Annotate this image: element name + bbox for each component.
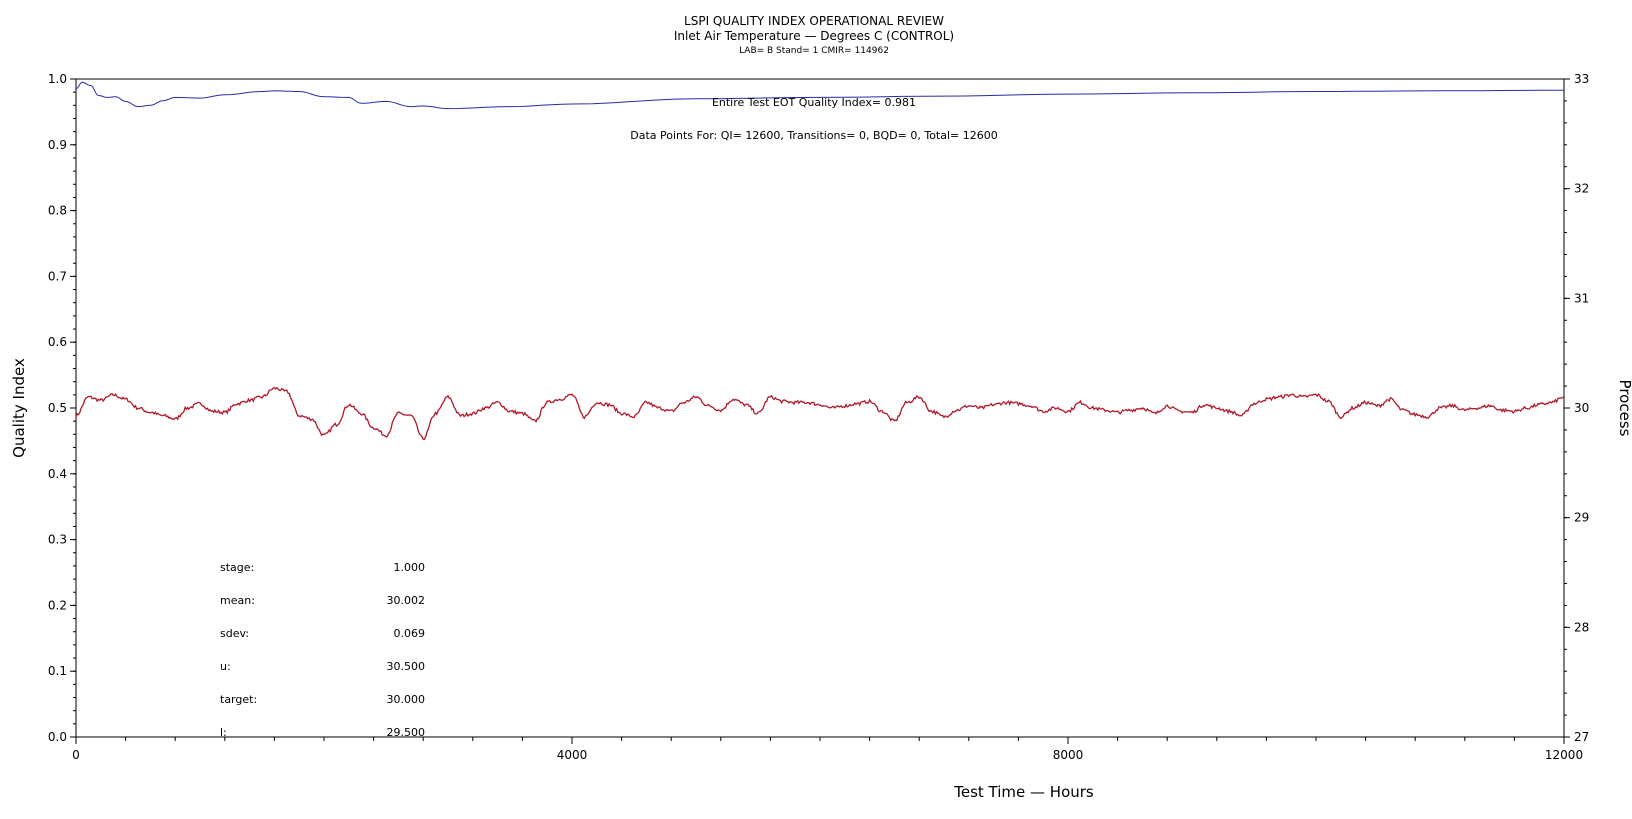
stat-value: 1.000 bbox=[394, 561, 426, 574]
y-left-tick-label: 0.1 bbox=[48, 664, 67, 678]
stat-label: target: bbox=[220, 693, 257, 706]
stat-label: sdev: bbox=[220, 627, 249, 640]
process-series-line bbox=[75, 386, 1565, 441]
x-tick-label: 12000 bbox=[1545, 748, 1583, 762]
y-left-tick-label: 0.9 bbox=[48, 138, 67, 152]
x-tick-label: 4000 bbox=[557, 748, 588, 762]
stat-value: 30.002 bbox=[387, 594, 426, 607]
stats-box: stage: 1.000 mean: 30.002 sdev: 0.069 u: 30.500… bbox=[220, 561, 425, 739]
stat-value: 30.000 bbox=[387, 693, 426, 706]
y-right-tick-label: 27 bbox=[1574, 730, 1589, 744]
y-left-tick-label: 0.7 bbox=[48, 269, 67, 283]
chart-titles: LSPI QUALITY INDEX OPERATIONAL REVIEW In… bbox=[674, 14, 954, 56]
stat-value: 29.500 bbox=[387, 726, 426, 739]
x-tick-label: 0 bbox=[72, 748, 80, 762]
plot-frame bbox=[75, 78, 1565, 738]
y-right-tick-label: 31 bbox=[1574, 291, 1589, 305]
x-tick-label: 8000 bbox=[1053, 748, 1084, 762]
y-right-tick-label: 33 bbox=[1574, 72, 1589, 86]
stat-label: u: bbox=[220, 660, 231, 673]
y-left-tick-label: 0.4 bbox=[48, 467, 67, 481]
stat-value: 30.500 bbox=[387, 660, 426, 673]
chart-subtitle: Inlet Air Temperature — Degrees C (CONTR… bbox=[674, 29, 954, 43]
left-axis: 0.0 0.1 0.2 0.3 0.4 0.5 0.6 0.7 0.8 0.9 1.0 bbox=[48, 72, 76, 744]
x-axis-label: Test Time — Hours bbox=[953, 783, 1094, 801]
quality-index-series-line bbox=[75, 81, 1564, 110]
y-left-tick-label: 0.0 bbox=[48, 730, 67, 744]
y-right-tick-label: 29 bbox=[1574, 511, 1589, 525]
y-left-tick-label: 0.8 bbox=[48, 204, 67, 218]
y-right-tick-label: 28 bbox=[1574, 620, 1589, 634]
quality-index-annotation: Entire Test EOT Quality Index= 0.981 bbox=[712, 96, 916, 109]
right-axis: 27 28 29 30 31 32 33 bbox=[1564, 72, 1589, 744]
y-left-tick-label: 0.6 bbox=[48, 335, 67, 349]
y-right-tick-label: 32 bbox=[1574, 182, 1589, 196]
chart-title: LSPI QUALITY INDEX OPERATIONAL REVIEW bbox=[684, 14, 944, 28]
y-left-tick-label: 0.5 bbox=[48, 401, 67, 415]
x-axis: 0 4000 8000 12000 bbox=[72, 737, 1583, 762]
y-left-tick-label: 0.3 bbox=[48, 533, 67, 547]
stat-label: stage: bbox=[220, 561, 254, 574]
stat-label: mean: bbox=[220, 594, 255, 607]
stat-value: 0.069 bbox=[394, 627, 426, 640]
y-axis-right-label: Process bbox=[1616, 380, 1632, 437]
y-left-tick-label: 0.2 bbox=[48, 598, 67, 612]
chart-subtitle-lab: LAB= B Stand= 1 CMIR= 114962 bbox=[739, 46, 889, 56]
data-points-annotation: Data Points For: QI= 12600, Transitions=… bbox=[630, 129, 998, 142]
y-left-tick-label: 1.0 bbox=[48, 72, 67, 86]
stat-label: l: bbox=[220, 726, 227, 739]
series-layer bbox=[75, 81, 1565, 441]
y-right-tick-label: 30 bbox=[1574, 401, 1589, 415]
y-axis-left-label: Quality Index bbox=[10, 358, 28, 458]
